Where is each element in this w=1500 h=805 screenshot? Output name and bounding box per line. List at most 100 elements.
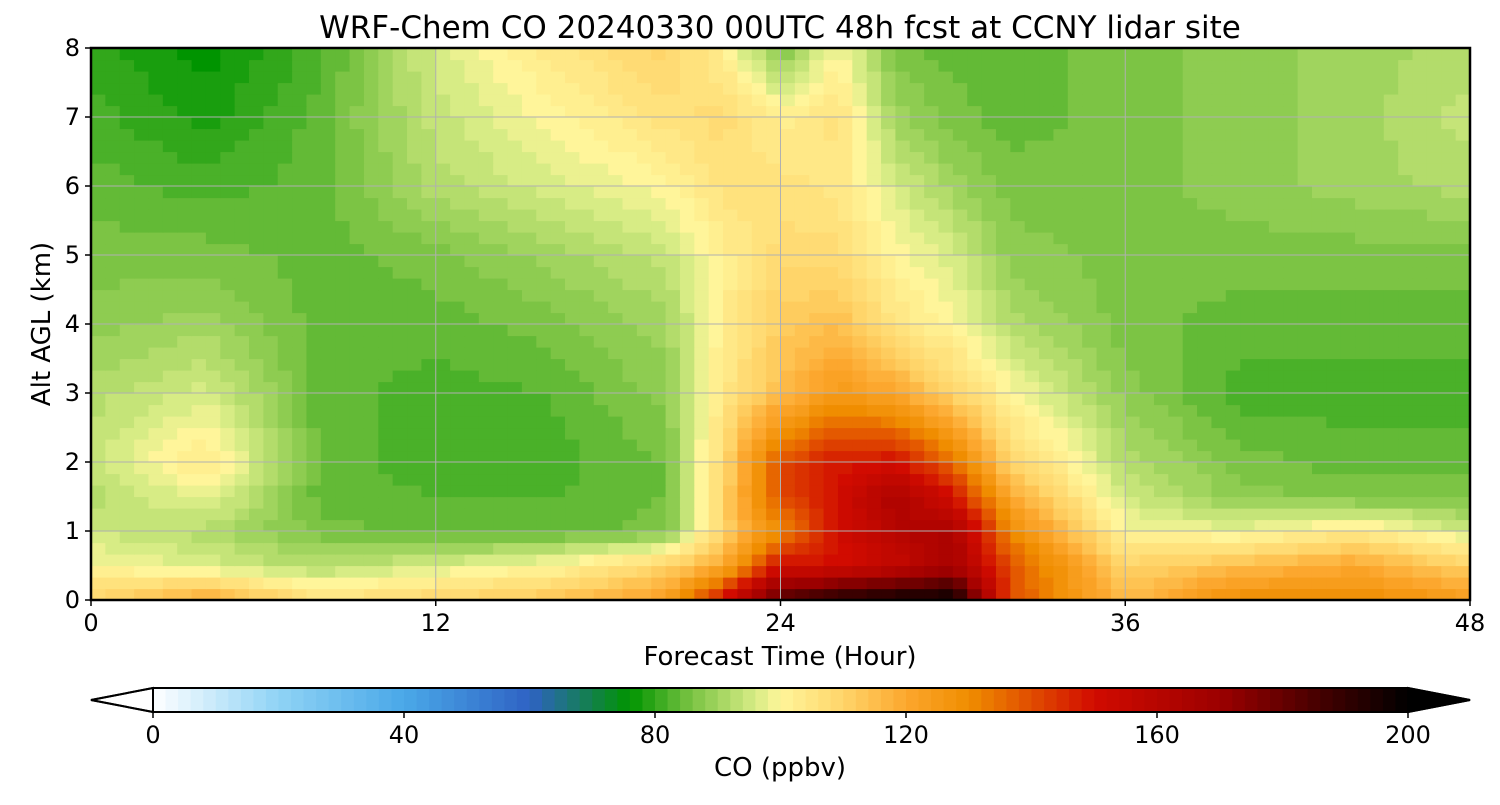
heatmap-cell — [1125, 427, 1141, 440]
heatmap-cell — [1039, 347, 1055, 360]
heatmap-cell — [737, 117, 753, 130]
heatmap-cell — [1125, 462, 1141, 475]
heatmap-cell — [679, 462, 695, 475]
heatmap-cell — [292, 473, 308, 486]
heatmap-cell — [1211, 186, 1227, 199]
heatmap-cell — [1383, 393, 1399, 406]
heatmap-cell — [866, 151, 882, 164]
heatmap-cell — [1311, 485, 1327, 498]
heatmap-cell — [148, 496, 164, 509]
heatmap-cell — [105, 439, 121, 452]
heatmap-cell — [220, 335, 236, 348]
heatmap-cell — [148, 243, 164, 256]
heatmap-cell — [881, 496, 897, 509]
heatmap-cell — [1254, 186, 1270, 199]
heatmap-cell — [1039, 255, 1055, 268]
heatmap-cell — [565, 174, 580, 187]
heatmap-cell — [292, 94, 308, 107]
heatmap-cell — [493, 358, 509, 371]
heatmap-cell — [1139, 577, 1155, 590]
heatmap-cell — [349, 588, 365, 601]
heatmap-cell — [105, 370, 121, 383]
heatmap-cell — [924, 554, 940, 567]
heatmap-cell — [320, 496, 336, 509]
heatmap-cell — [1182, 151, 1198, 164]
heatmap-cell — [464, 565, 480, 578]
heatmap-cell — [363, 82, 379, 95]
heatmap-cell — [665, 59, 681, 72]
heatmap-cell — [665, 163, 681, 176]
heatmap-cell — [593, 485, 609, 498]
heatmap-cell — [1254, 289, 1270, 302]
heatmap-cell — [665, 82, 681, 95]
heatmap-cell — [780, 220, 796, 233]
heatmap-cell — [995, 462, 1011, 475]
heatmap-cell — [766, 82, 782, 95]
heatmap-cell — [134, 496, 150, 509]
heatmap-cell — [1254, 508, 1270, 521]
heatmap-cell — [320, 462, 336, 475]
heatmap-cell — [794, 473, 810, 486]
heatmap-cell — [636, 232, 652, 245]
heatmap-cell — [852, 370, 868, 383]
heatmap-cell — [981, 48, 997, 61]
heatmap-cell — [1110, 220, 1126, 233]
heatmap-cell — [507, 163, 523, 176]
heatmap-cell — [521, 255, 537, 268]
heatmap-cell — [809, 554, 825, 567]
heatmap-cell — [751, 232, 767, 245]
heatmap-cell — [363, 496, 379, 509]
heatmap-cell — [593, 496, 609, 509]
heatmap-cell — [320, 59, 336, 72]
heatmap-cell — [995, 565, 1011, 578]
heatmap-cell — [435, 312, 451, 325]
heatmap-cell — [1369, 404, 1385, 417]
heatmap-cell — [1398, 312, 1414, 325]
heatmap-cell — [1039, 439, 1055, 452]
heatmap-cell — [536, 82, 552, 95]
heatmap-cell — [1268, 588, 1284, 601]
heatmap-cell — [550, 450, 566, 463]
heatmap-cell — [1110, 117, 1126, 130]
heatmap-cell — [665, 393, 681, 406]
heatmap-cell — [507, 416, 523, 429]
heatmap-cell — [277, 485, 293, 498]
heatmap-cell — [952, 278, 968, 291]
heatmap-cell — [191, 381, 207, 394]
heatmap-cell — [1010, 301, 1026, 314]
heatmap-cell — [363, 358, 379, 371]
heatmap-cell — [995, 427, 1011, 440]
heatmap-cell — [392, 381, 408, 394]
heatmap-cell — [809, 324, 825, 337]
heatmap-cell — [794, 266, 810, 279]
heatmap-cell — [450, 485, 466, 498]
heatmap-cell — [837, 473, 853, 486]
heatmap-cell — [1240, 473, 1256, 486]
heatmap-cell — [679, 393, 695, 406]
heatmap-cell — [521, 531, 537, 544]
heatmap-cell — [407, 197, 422, 210]
heatmap-cell — [349, 59, 365, 72]
heatmap-cell — [837, 48, 853, 61]
heatmap-cell — [866, 508, 882, 521]
heatmap-cell — [881, 243, 897, 256]
heatmap-cell — [579, 450, 595, 463]
heatmap-cell — [924, 301, 940, 314]
heatmap-cell — [866, 554, 882, 567]
heatmap-cell — [1024, 71, 1040, 84]
heatmap-cell — [1426, 473, 1442, 486]
colorbar-segment — [855, 688, 869, 712]
heatmap-cell — [464, 289, 480, 302]
heatmap-cell — [162, 48, 178, 61]
heatmap-cell — [981, 427, 997, 440]
heatmap-cell — [1211, 151, 1227, 164]
heatmap-cell — [478, 266, 494, 279]
heatmap-cell — [450, 278, 466, 291]
heatmap-cell — [191, 404, 207, 417]
heatmap-cell — [363, 243, 379, 256]
heatmap-cell — [105, 117, 121, 130]
heatmap-cell — [837, 450, 853, 463]
heatmap-cell — [952, 577, 968, 590]
heatmap-cell — [1297, 577, 1313, 590]
heatmap-cell — [349, 312, 365, 325]
